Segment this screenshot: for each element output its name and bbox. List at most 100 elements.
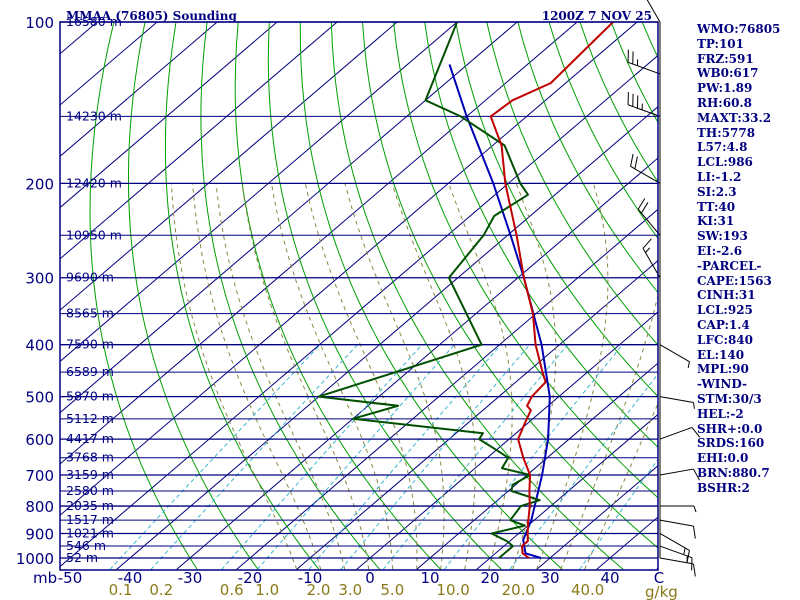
temperature-tick-label: -20 [238,569,263,587]
index-row: BSHR:2 [697,480,750,495]
temperature-tick-label: -50 [58,569,83,587]
isotherm-line [60,22,218,157]
pressure-label: 400 [25,337,54,355]
isotherm-line [536,465,658,570]
temperature-tick-label: -40 [118,569,143,587]
height-label: 16580 m [66,14,122,29]
wind-barb [659,557,696,577]
wind-barb [659,533,690,563]
index-row: MAXT:33.2 [697,110,772,125]
dry-adiabat-line [234,22,441,570]
pressure-label: 100 [25,14,54,32]
dry-adiabat-line [330,22,624,570]
wind-barb [659,519,696,539]
height-label: 14230 m [66,108,122,123]
moist-adiabat-line [241,183,370,570]
index-row: CINH:31 [697,288,756,303]
units-gkg-label: g/kg [645,583,678,600]
index-row: FRZ:591 [697,51,754,66]
temperature-tick-label: -30 [178,569,203,587]
wind-barb [630,153,661,184]
mixing-ratio-label: 40.0 [571,581,604,599]
mixing-ratio-line [509,373,658,570]
height-label: 3159 m [66,467,114,482]
isotherm-line [476,413,658,570]
pressure-label: 200 [25,175,54,193]
index-row: L57:4.8 [697,140,748,155]
height-label: 546 m [66,538,106,553]
height-label: 12420 m [66,175,122,190]
index-row: STM:30/3 [697,391,762,406]
height-label: 2035 m [66,498,114,513]
index-row: -WIND- [697,377,747,392]
wind-barb [642,238,661,278]
mixing-ratio-label: 3.0 [338,581,362,599]
moist-adiabat-line [270,183,394,570]
index-row: BRN:880.7 [697,465,770,480]
index-row: MPL:90 [697,362,749,377]
mixing-ratio-label: 2.0 [307,581,331,599]
dewpoint-trace [317,22,541,559]
moist-adiabat-line [171,183,298,570]
temperature-tick-label: 0 [365,569,375,587]
height-label: 2580 m [66,483,114,498]
wind-barb [627,49,661,75]
wind-barb [627,92,661,117]
index-row: SW:193 [697,229,748,244]
mixing-ratio-line [382,344,569,570]
isotherm-line [60,22,338,260]
index-row: TH:5778 [697,125,756,140]
index-row: WMO:76805 [697,22,781,36]
plot-frame [59,21,659,571]
moist-adiabat-line [512,183,557,570]
temperature-tick-label: 30 [540,569,559,587]
wind-barb [659,468,700,481]
wind-barb [660,505,697,513]
mixing-ratio-label: 1.0 [255,581,279,599]
mixing-ratio-label: 0.2 [149,581,173,599]
index-row: SI:2.3 [697,184,737,199]
index-row: EI:-2.6 [697,243,743,258]
mixing-ratio-line [579,458,658,570]
index-row: EHI:0.0 [697,451,749,466]
mixing-ratio-line [221,344,423,570]
pressure-label: 700 [25,467,54,485]
temperature-tick-label: 20 [480,569,499,587]
height-label: 6589 m [66,364,114,379]
index-row: LFC:840 [697,332,753,347]
isotherm-line [60,22,638,516]
isotherm-line [60,22,458,363]
dry-adiabat-line [393,22,658,499]
index-row: LCL:986 [697,155,753,170]
dry-adiabat-line [128,22,259,570]
parcel-trace [448,64,551,559]
isotherm-line [60,22,278,209]
isotherm-line [356,311,658,570]
index-row: SHR+:0.0 [697,421,763,436]
index-row: TT:40 [697,199,736,214]
index-row: RH:60.8 [697,95,752,110]
pressure-label: 500 [25,389,54,407]
moist-adiabat-line [304,183,418,570]
pressure-label: 600 [25,431,54,449]
isotherm-line [60,22,578,465]
index-row: TP:101 [697,36,745,51]
moist-adiabat-line [192,183,322,570]
wind-barb [659,396,695,409]
index-row: WB0:617 [697,66,759,81]
height-label: 4417 m [66,431,114,446]
isotherm-line [176,157,658,570]
isotherm-line [60,54,658,568]
mixing-ratio-line [340,344,531,570]
mixing-ratio-line [308,344,502,570]
isotherm-line [60,22,398,311]
height-label: 5870 m [66,389,114,404]
isotherm-line [236,208,658,570]
index-row: CAP:1.4 [697,317,750,332]
index-row: CAPE:1563 [697,273,772,288]
isotherm-line [60,22,158,106]
mixing-ratio-label: 0.1 [109,581,133,599]
station-title: MMAA (76805) Sounding [66,9,237,23]
valid-time: 1200Z 7 NOV 25 [542,9,652,23]
mixing-ratio-label: 10.0 [436,581,469,599]
